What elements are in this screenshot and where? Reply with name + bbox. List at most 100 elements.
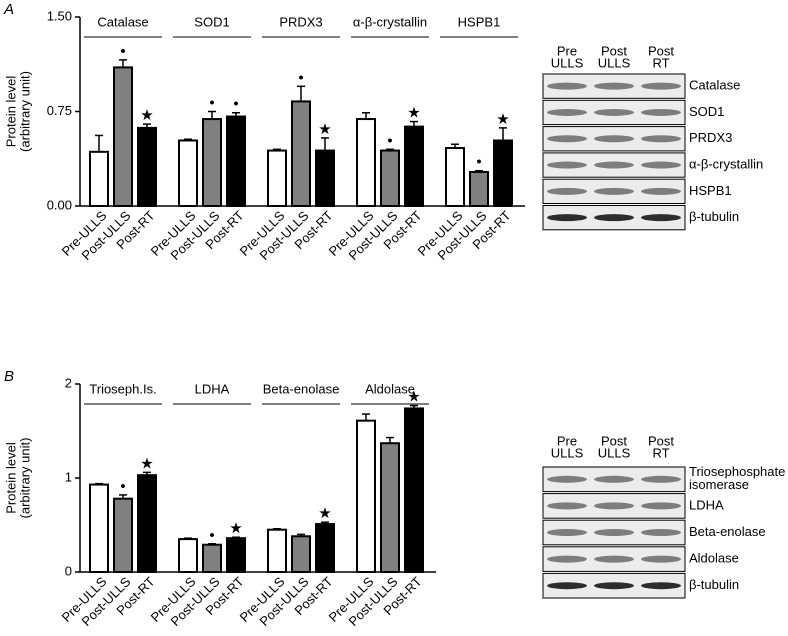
y-axis-label: (arbitrary unit) bbox=[17, 71, 32, 152]
blot-band bbox=[641, 555, 681, 563]
significance-marker: ★ bbox=[140, 107, 153, 124]
bar bbox=[356, 419, 376, 573]
blot-band bbox=[594, 502, 634, 510]
group-title: HSPB1 bbox=[458, 14, 501, 29]
blot-band bbox=[594, 555, 634, 563]
blot-column-label: Post bbox=[601, 433, 627, 448]
bar bbox=[291, 100, 311, 207]
blot-column-label: Post bbox=[601, 43, 627, 58]
blot-band bbox=[641, 135, 681, 143]
significance-marker: • bbox=[120, 478, 125, 495]
y-tick-label: 1.50 bbox=[47, 8, 72, 23]
group-title: α-β-crystallin bbox=[353, 14, 427, 29]
blot-band bbox=[641, 161, 681, 169]
blot-row-label: β-tubulin bbox=[689, 209, 739, 224]
y-tick-label: 0.00 bbox=[47, 197, 72, 212]
bar bbox=[356, 118, 376, 207]
y-tick-label: 2 bbox=[65, 375, 72, 390]
significance-marker: • bbox=[298, 69, 303, 86]
blot-column-label: Pre bbox=[557, 43, 577, 58]
y-tick-label: 1 bbox=[65, 469, 72, 484]
blot-column-label: ULLS bbox=[551, 55, 584, 70]
blot-row-label: PRDX3 bbox=[689, 130, 732, 145]
y-axis-label: Protein level bbox=[3, 442, 18, 514]
bar bbox=[380, 149, 400, 207]
blot-band bbox=[547, 582, 587, 590]
bar bbox=[315, 149, 335, 207]
blot-row-label: α-β-crystallin bbox=[689, 156, 763, 171]
blot-band bbox=[547, 529, 587, 536]
group-title: Catalase bbox=[97, 14, 148, 29]
panel-label: A bbox=[3, 1, 14, 18]
blot-band bbox=[594, 82, 634, 90]
bar bbox=[267, 528, 287, 574]
bar bbox=[291, 535, 311, 574]
blot-row-label: Catalase bbox=[689, 78, 740, 93]
blot-row-label: isomerase bbox=[689, 477, 749, 492]
blot-row-label: LDHA bbox=[689, 497, 724, 512]
blot-band bbox=[547, 502, 587, 510]
bar bbox=[226, 537, 246, 573]
significance-marker: ★ bbox=[318, 505, 331, 522]
bar bbox=[380, 442, 400, 573]
significance-marker: • bbox=[120, 43, 125, 60]
bar bbox=[113, 66, 133, 208]
bar bbox=[113, 497, 133, 573]
blot-band bbox=[594, 187, 634, 195]
blot-row-label: HSPB1 bbox=[689, 183, 732, 198]
blot-band bbox=[594, 529, 634, 536]
blot-band bbox=[641, 108, 681, 116]
blot-column-label: Post bbox=[648, 43, 674, 58]
bar bbox=[89, 483, 109, 573]
y-tick-label: 0 bbox=[65, 563, 72, 578]
blot-band bbox=[594, 161, 634, 169]
group-title: LDHA bbox=[195, 381, 230, 396]
group-title: Beta-enolase bbox=[263, 381, 340, 396]
bar bbox=[404, 407, 424, 573]
bar bbox=[178, 538, 198, 573]
blot-band bbox=[594, 582, 634, 590]
blot-row-label: Beta-enolase bbox=[689, 524, 766, 539]
blot-row-label: β-tubulin bbox=[689, 577, 739, 592]
significance-marker: ★ bbox=[140, 455, 153, 472]
bar bbox=[137, 126, 157, 207]
panel-label: B bbox=[4, 368, 14, 385]
significance-marker: ★ bbox=[229, 520, 242, 537]
blot-row-label: Aldolase bbox=[689, 551, 739, 566]
group-title: PRDX3 bbox=[279, 14, 322, 29]
bar bbox=[315, 523, 335, 573]
bar bbox=[178, 139, 198, 207]
blot-column-label: RT bbox=[652, 55, 669, 70]
blot-band bbox=[594, 214, 634, 222]
bar bbox=[226, 115, 246, 207]
y-tick-label: 0.75 bbox=[47, 103, 72, 118]
group-title: Aldolase bbox=[365, 381, 415, 396]
significance-marker: ★ bbox=[318, 121, 331, 138]
significance-marker: • bbox=[209, 527, 214, 544]
significance-marker: • bbox=[233, 96, 238, 113]
blot-band bbox=[641, 529, 681, 536]
blot-row-label: Triosephosphate bbox=[689, 464, 785, 479]
blot-column-label: ULLS bbox=[551, 445, 584, 460]
blot-band bbox=[594, 135, 634, 143]
bar bbox=[202, 118, 222, 207]
significance-marker: ★ bbox=[407, 105, 420, 122]
blot-band bbox=[594, 475, 634, 483]
blot-band bbox=[547, 475, 587, 483]
bar bbox=[202, 543, 222, 573]
group-title: Trioseph.Is. bbox=[89, 381, 156, 396]
blot-band bbox=[594, 108, 634, 116]
bar bbox=[267, 149, 287, 207]
bar bbox=[469, 170, 489, 207]
blot-band bbox=[547, 135, 587, 143]
blot-column-label: ULLS bbox=[598, 55, 631, 70]
blot-band bbox=[547, 555, 587, 563]
blot-band bbox=[641, 475, 681, 483]
blot-band bbox=[547, 214, 587, 222]
y-axis-label: Protein level bbox=[3, 76, 18, 148]
bar bbox=[89, 150, 109, 208]
significance-marker: ★ bbox=[496, 111, 509, 128]
group-title: SOD1 bbox=[194, 14, 229, 29]
blot-band bbox=[641, 82, 681, 90]
